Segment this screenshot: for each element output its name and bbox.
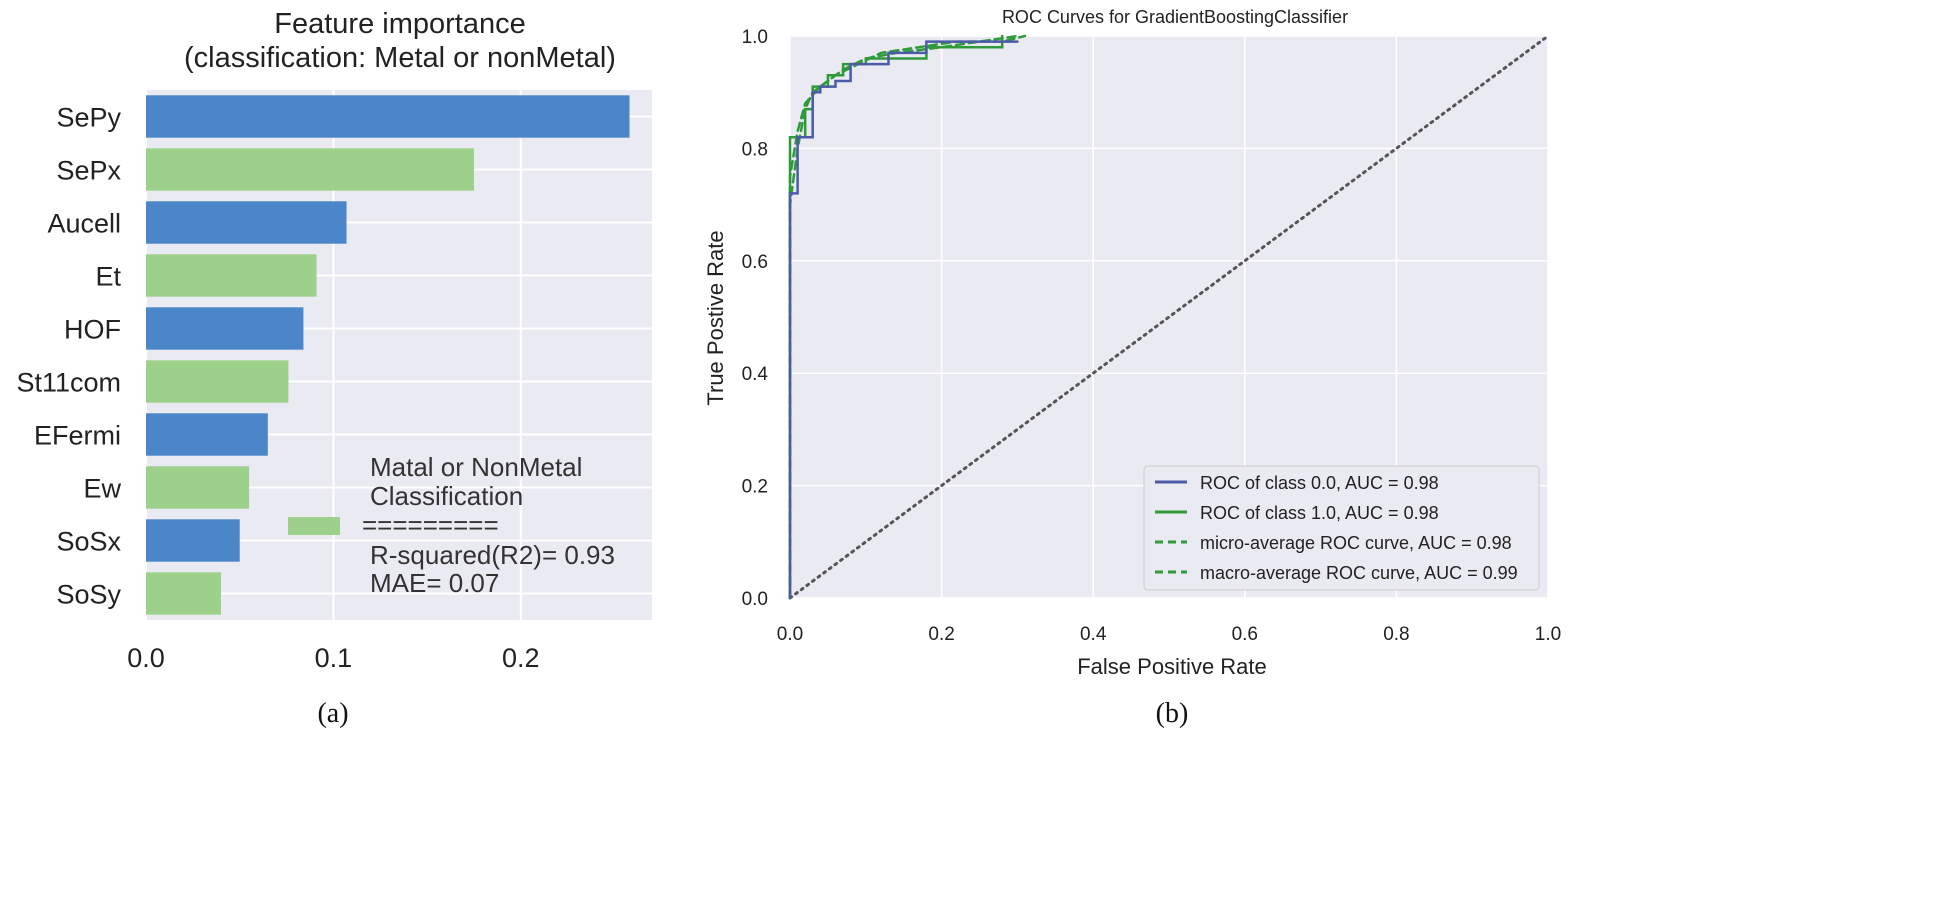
x-axis-label: False Positive Rate — [1077, 654, 1267, 679]
legend-line-2: Classification — [370, 481, 523, 511]
bar-sepx — [146, 148, 474, 191]
bar-st11com — [146, 360, 289, 403]
bar-hof — [146, 307, 304, 350]
x-tick-label: 0.0 — [777, 624, 803, 645]
caption-a: (a) — [317, 698, 348, 729]
bar-et — [146, 254, 317, 297]
x-tick-label: 0.1 — [315, 643, 353, 673]
y-tick-label: St11com — [16, 368, 121, 398]
bar-aucell — [146, 201, 347, 244]
y-tick-label: SePy — [56, 103, 121, 133]
x-tick-label: 0.4 — [1080, 624, 1107, 645]
x-tick-label: 0.0 — [127, 643, 165, 673]
roc-series-line — [788, 40, 1019, 600]
y-tick-label: 1.0 — [742, 27, 768, 48]
x-tick-label: 0.6 — [1232, 624, 1258, 645]
legend-line-1: Matal or NonMetal — [370, 452, 582, 482]
x-tick-label: 1.0 — [1535, 624, 1561, 645]
caption-b: (b) — [1156, 698, 1189, 729]
y-tick-label: 0.8 — [742, 139, 768, 160]
legend-label: micro-average ROC curve, AUC = 0.98 — [1200, 533, 1512, 553]
chart-title: ROC Curves for GradientBoostingClassifie… — [1002, 7, 1348, 27]
legend-line-4: R-squared(R2)= 0.93 — [370, 540, 615, 570]
y-tick-label: SoSx — [56, 527, 121, 557]
bar-sosx — [146, 519, 240, 562]
y-axis-label: True Postive Rate — [703, 230, 728, 405]
y-tick-label: Ew — [83, 474, 121, 504]
bar-sepy — [146, 95, 630, 138]
roc-series-line — [788, 34, 1027, 600]
feature-importance-chart: SePy SePx Aucell Et HOF St11com EFermi Ew SoSx So… — [16, 8, 652, 729]
y-tick-label: HOF — [64, 315, 121, 345]
bar-efermi — [146, 413, 268, 456]
y-tick-label: SePx — [56, 156, 121, 186]
y-tick-label: SoSy — [56, 580, 121, 610]
y-tick-label: 0.6 — [742, 252, 768, 273]
y-tick-label: 0.4 — [742, 364, 769, 385]
bar-ew — [146, 466, 250, 509]
legend-swatch — [288, 517, 340, 535]
x-tick-label: 0.2 — [928, 624, 954, 645]
y-tick-label: 0.2 — [742, 477, 768, 498]
bar-sosy — [146, 572, 221, 615]
chart-title-line1: Feature importance — [274, 8, 525, 40]
x-tick-label: 0.2 — [502, 643, 540, 673]
y-tick-label: Aucell — [47, 209, 121, 239]
legend-line-5: MAE= 0.07 — [370, 568, 499, 598]
x-tick-label: 0.8 — [1383, 624, 1409, 645]
y-tick-label: 0.0 — [742, 589, 768, 610]
roc-chart: 0.0 0.0 0.2 0.2 0.4 0.4 0.6 0.6 0.8 0.8 1.0 1.0 ROC… — [703, 7, 1561, 729]
legend-label: ROC of class 0.0, AUC = 0.98 — [1200, 473, 1439, 493]
legend: ROC of class 0.0, AUC = 0.98 ROC of class… — [1143, 465, 1540, 591]
legend-label: ROC of class 1.0, AUC = 0.98 — [1200, 503, 1439, 523]
y-tick-label: EFermi — [34, 421, 121, 451]
legend-box — [1143, 465, 1540, 591]
legend-line-3: ========= — [362, 510, 499, 540]
chart-title-line2: (classification: Metal or nonMetal) — [184, 42, 616, 74]
legend-label: macro-average ROC curve, AUC = 0.99 — [1200, 563, 1518, 583]
legend: Matal or NonMetal Classification =======… — [288, 452, 615, 598]
chance-diagonal-line — [788, 34, 1550, 600]
y-tick-label: Et — [95, 262, 121, 292]
